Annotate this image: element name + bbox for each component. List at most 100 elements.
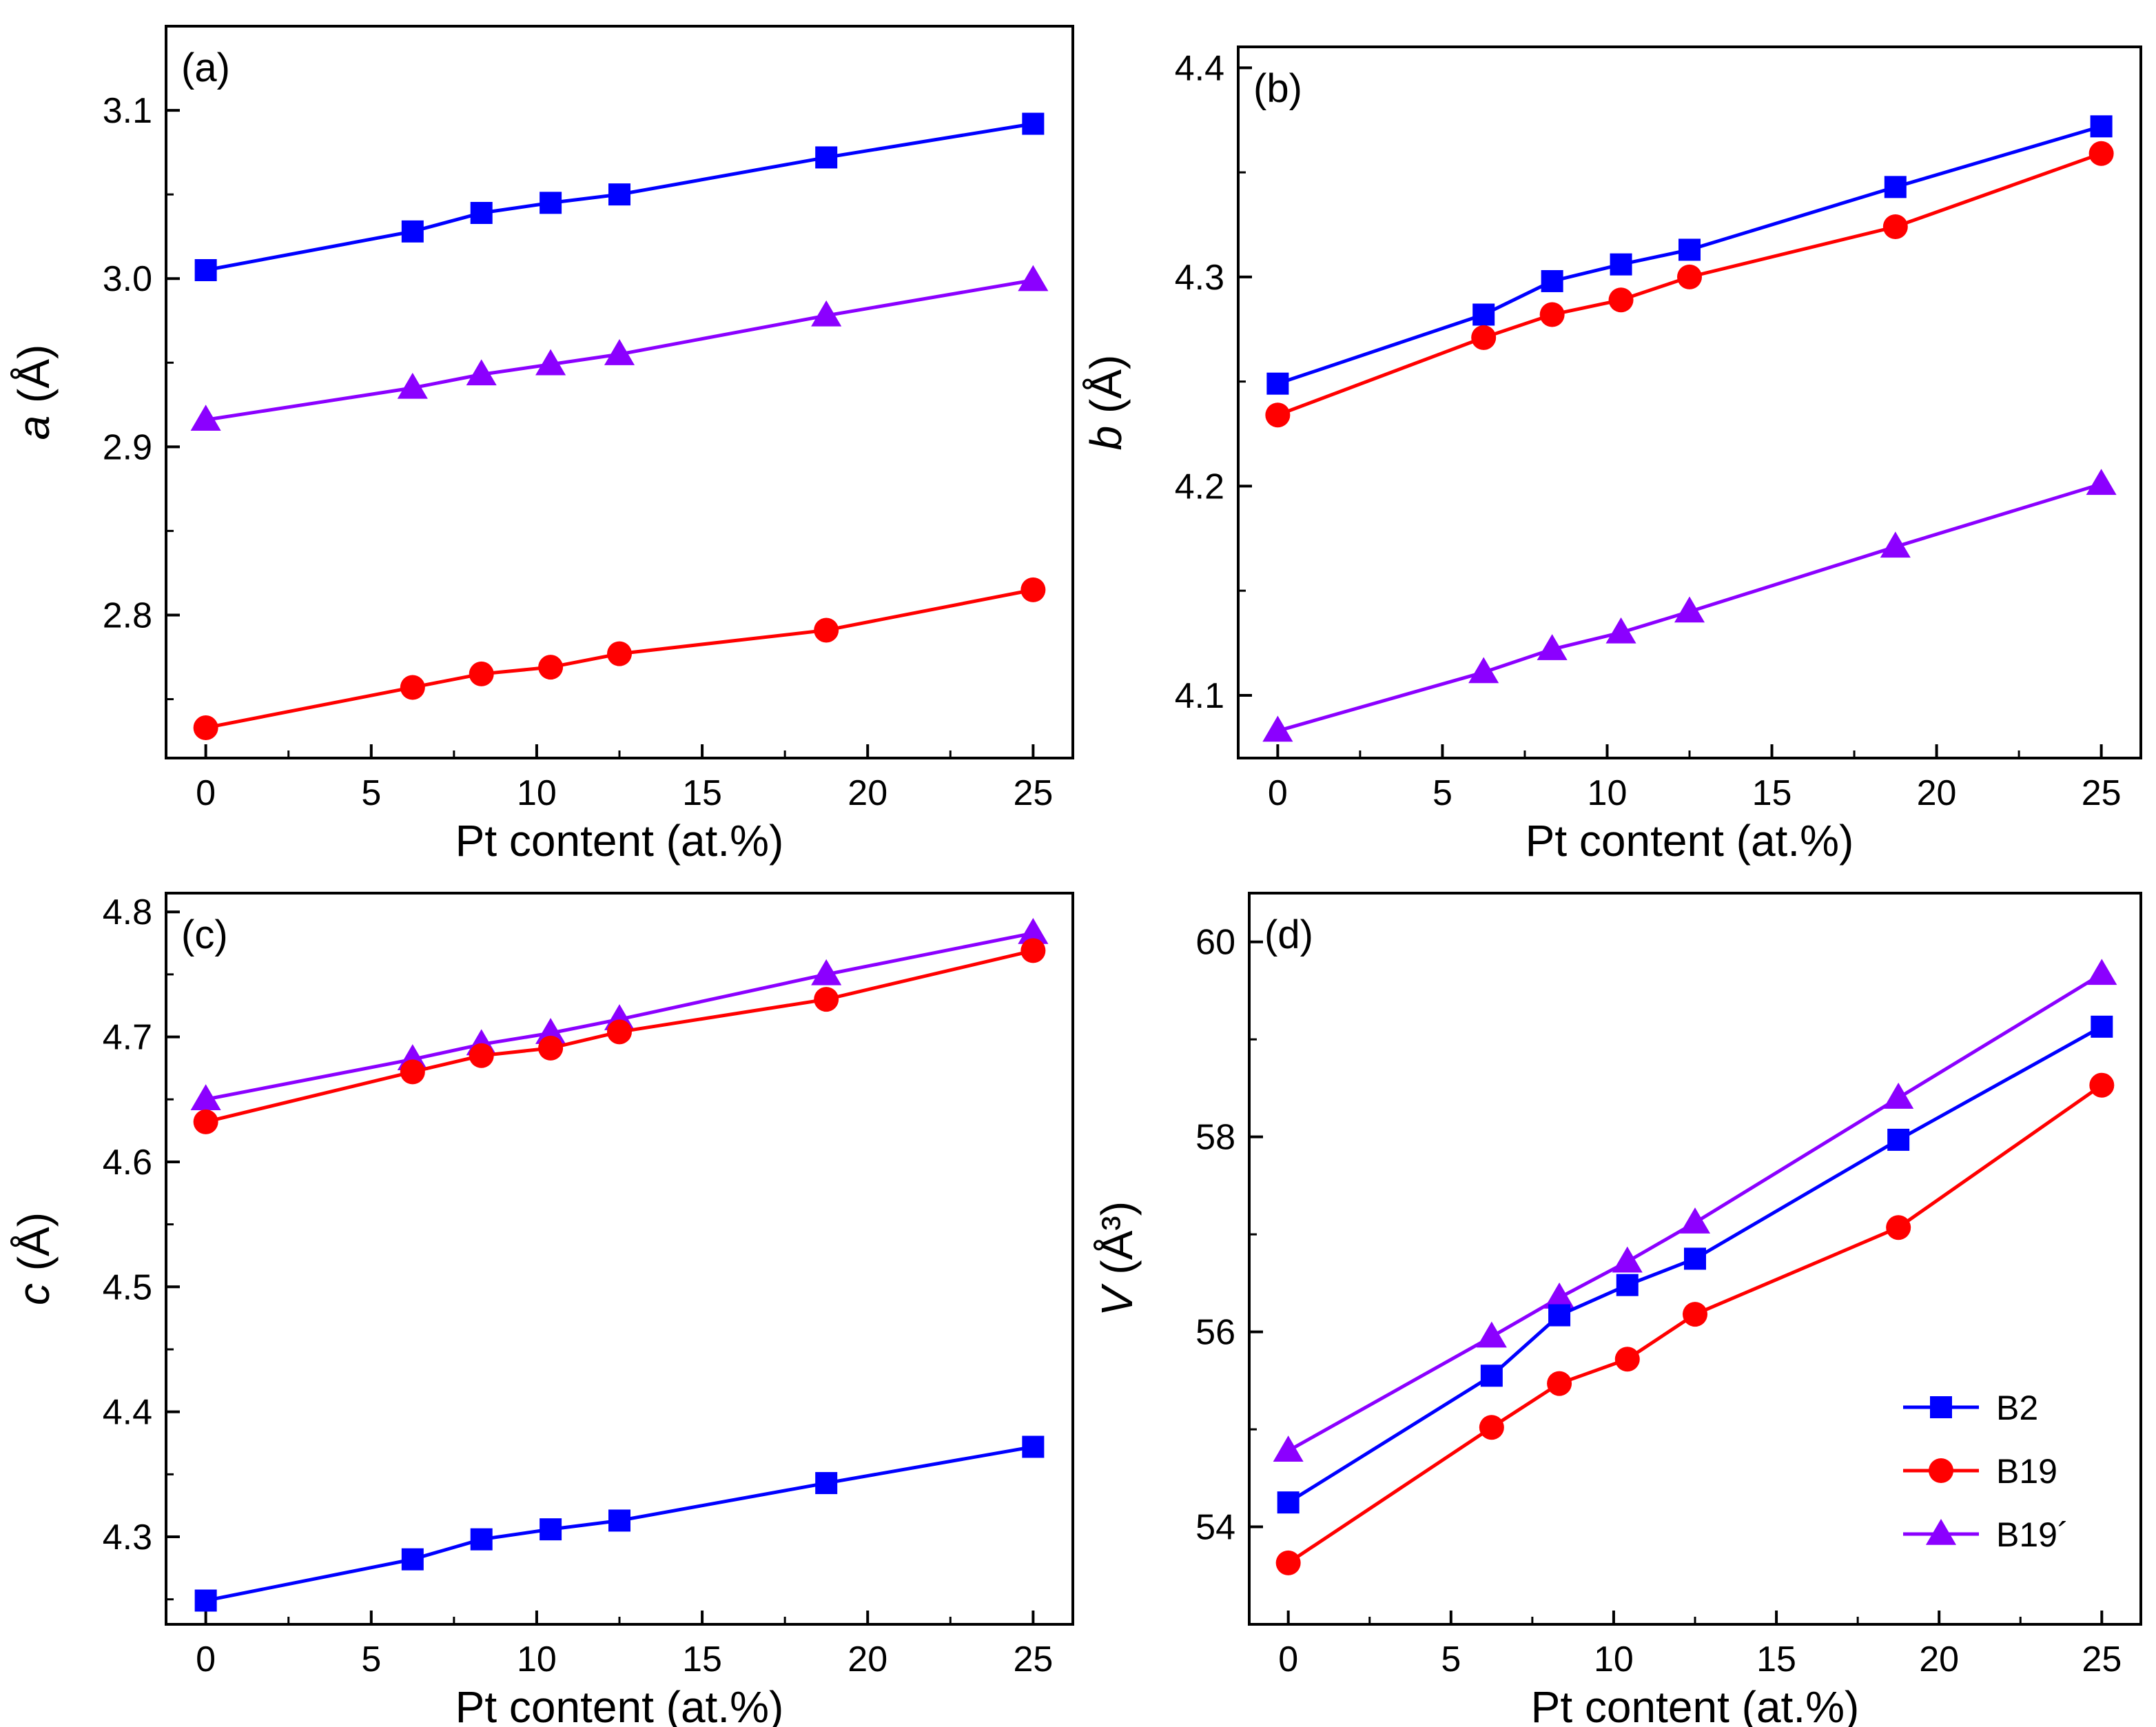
data-point-b19: [1683, 1302, 1707, 1327]
data-point-b19: [607, 1019, 632, 1045]
data-point-b2: [815, 146, 838, 169]
data-point-b19: [469, 1043, 494, 1068]
panel-a: 0 5 10 15 20 25 Pt content (at.%) 2.8 2.9 3.0 3.1 a…: [9, 25, 1074, 866]
y-axis-variable: c: [9, 1283, 59, 1305]
x-tick-label: 10: [1588, 773, 1628, 813]
x-axis: 0 5 10 15 20 25 Pt content (at.%): [1278, 1611, 2122, 1727]
series-b19: [193, 577, 1046, 741]
x-tick-label: 0: [1278, 1639, 1298, 1679]
data-point-b19: [1608, 287, 1634, 313]
y-tick-label: 4.6: [103, 1143, 152, 1183]
series-b2: [1266, 115, 2113, 395]
data-point-b2: [540, 1518, 562, 1541]
y-tick-label: 4.3: [1175, 258, 1224, 298]
data-point-b2: [1884, 176, 1907, 198]
y-tick-label: 4.2: [1175, 467, 1224, 507]
data-point-b19: [1547, 1371, 1572, 1396]
data-point-b19p: [604, 339, 635, 365]
data-point-b19p: [1883, 1083, 1914, 1109]
data-point-b19p: [397, 372, 428, 399]
data-point-b19: [1882, 214, 1908, 240]
data-point-b19p: [2086, 959, 2117, 985]
x-tick-label: 25: [1013, 1639, 1053, 1679]
data-point-b2: [1684, 1247, 1706, 1270]
legend-marker: [1925, 1518, 1957, 1545]
data-point-b19: [193, 1109, 218, 1134]
data-point-b19p: [1612, 1246, 1643, 1273]
data-point-b2: [1266, 372, 1289, 395]
data-point-b19: [814, 617, 839, 643]
y-axis-variable: a: [9, 416, 59, 440]
x-tick-label: 20: [1919, 1639, 1959, 1679]
data-point-b2: [1616, 1274, 1639, 1296]
data-point-b19: [193, 715, 218, 741]
series-b19: [1275, 1072, 2115, 1575]
data-point-b2: [1610, 253, 1632, 276]
x-axis-title: Pt content (at.%): [1531, 1682, 1860, 1727]
legend-item: B19´: [1903, 1515, 2069, 1554]
y-tick-label: 4.8: [103, 892, 152, 932]
x-tick-label: 0: [1268, 773, 1288, 813]
data-point-b19p: [535, 1018, 566, 1044]
data-point-b19p: [2086, 469, 2117, 495]
x-tick-label: 20: [1917, 773, 1957, 813]
data-point-b19p: [466, 359, 497, 386]
data-point-b19: [1275, 1550, 1301, 1575]
legend-marker: [1929, 1458, 1953, 1483]
y-tick-label: 4.5: [103, 1267, 152, 1307]
data-point-b19p: [1880, 531, 1911, 558]
data-point-b19p: [1018, 917, 1049, 944]
x-axis-title: Pt content (at.%): [455, 816, 784, 866]
data-point-b19: [1479, 1415, 1504, 1440]
data-point-b2: [1022, 1435, 1045, 1458]
series-b19p: [1262, 469, 2117, 742]
x-tick-label: 5: [1441, 1639, 1461, 1679]
data-point-b2: [1887, 1128, 1910, 1151]
y-tick-label: 2.8: [103, 595, 152, 635]
legend-marker: [1930, 1396, 1952, 1418]
series-b19p: [190, 917, 1049, 1111]
data-point-b2: [1277, 1491, 1300, 1514]
data-point-b19: [2089, 1072, 2115, 1098]
y-tick-label: 54: [1195, 1508, 1235, 1548]
data-point-b19: [1265, 402, 1291, 428]
legend-item: B19: [1903, 1452, 2057, 1491]
x-tick-label: 5: [361, 1639, 381, 1679]
data-point-b2: [470, 1528, 493, 1551]
data-point-b19: [1539, 302, 1565, 327]
x-tick-label: 10: [517, 773, 557, 813]
legend-item: B2: [1903, 1389, 2038, 1427]
panel-label: (c): [181, 912, 228, 957]
y-axis-title: V (Å³): [1092, 1201, 1142, 1316]
x-tick-label: 10: [1594, 1639, 1634, 1679]
series-b2: [1277, 1015, 2113, 1514]
data-point-b2: [2091, 1015, 2113, 1038]
data-point-b2: [194, 259, 217, 281]
series-b19: [1265, 141, 2114, 428]
data-point-b19p: [1273, 1435, 1304, 1462]
data-point-b2: [401, 1548, 424, 1571]
y-tick-label: 3.0: [103, 259, 152, 299]
series-b2: [194, 112, 1045, 281]
data-point-b2: [470, 201, 493, 224]
data-point-b2: [1548, 1304, 1571, 1327]
series-b19: [193, 938, 1046, 1134]
y-axis-title: b (Å): [1081, 355, 1131, 451]
data-point-b2: [1678, 238, 1701, 261]
data-point-b19: [400, 1059, 425, 1085]
data-point-b19: [1020, 577, 1046, 602]
data-point-b19p: [811, 959, 842, 985]
x-axis: 0 5 10 15 20 25 Pt content (at.%): [196, 744, 1053, 866]
x-tick-label: 10: [517, 1639, 557, 1679]
data-point-b2: [1480, 1365, 1503, 1387]
y-tick-label: 4.1: [1175, 676, 1224, 716]
x-tick-label: 25: [2082, 773, 2122, 813]
y-axis-title: c (Å): [9, 1212, 59, 1305]
data-point-b2: [608, 183, 630, 206]
x-tick-label: 5: [1433, 773, 1452, 813]
data-point-b19p: [1476, 1321, 1507, 1348]
y-axis-unit: (Å): [9, 1212, 59, 1283]
legend-label: B2: [1996, 1389, 2038, 1427]
